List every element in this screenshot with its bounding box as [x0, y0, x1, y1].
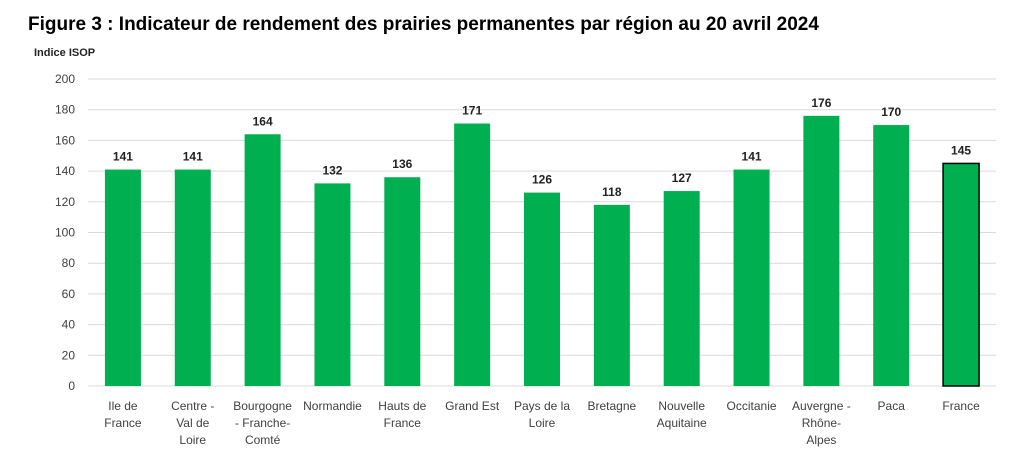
chart-title: Figure 3 : Indicateur de rendement des p… [28, 14, 819, 35]
y-tick-label: 40 [62, 318, 76, 332]
data-label: 141 [183, 150, 203, 164]
y-tick-label: 0 [68, 379, 75, 393]
x-tick-label: Centre -Val de Loire [171, 399, 214, 447]
data-label: 145 [951, 143, 971, 157]
y-tick-label: 60 [62, 287, 76, 301]
data-label: 127 [672, 171, 692, 185]
bar [733, 169, 770, 386]
bar [803, 115, 840, 386]
bar [873, 125, 910, 387]
data-label: 176 [811, 96, 831, 110]
bars [104, 115, 980, 387]
data-label: 126 [532, 173, 552, 187]
y-tick-label: 140 [55, 164, 75, 178]
data-label: 136 [392, 157, 412, 171]
x-tick-label: Occitanie [727, 399, 777, 413]
bar [104, 169, 141, 386]
x-tick-label: Pays de la Loire [514, 399, 570, 430]
y-tick-label: 120 [55, 195, 75, 209]
x-tick-label: Auvergne -Rhône-Alpes [792, 399, 851, 447]
x-tick-label: Nouvelle Aquitaine [657, 399, 707, 430]
data-label: 171 [462, 104, 482, 118]
y-axis-ticks: 0 20 40 60 80 100 120 140 160 180 200 [55, 72, 75, 393]
data-label: 132 [322, 163, 342, 177]
bar [174, 169, 211, 386]
bar [384, 177, 421, 386]
x-axis-ticks: Ile de France Centre -Val de Loire Bourgogne… [104, 399, 980, 447]
x-tick-label: Bourgogne - Franche-Comté [233, 399, 292, 447]
bar [663, 191, 700, 386]
bar [314, 183, 351, 386]
x-tick-label: Paca [878, 399, 906, 413]
y-tick-label: 200 [55, 72, 75, 86]
gridlines [88, 78, 996, 387]
data-label: 141 [742, 150, 762, 164]
data-labels: 141 141 164 132 136 171 126 118 127 141 176 170 145 [113, 96, 972, 199]
bar [454, 123, 491, 386]
bar [942, 162, 980, 387]
data-label: 141 [113, 150, 133, 164]
data-label: 118 [602, 185, 622, 199]
x-tick-label: France [942, 399, 980, 413]
x-tick-label: Grand Est [445, 399, 500, 413]
x-tick-label: Ile de France [104, 399, 142, 430]
bar [593, 204, 630, 386]
y-axis-title: Indice ISOP [34, 47, 96, 59]
data-label: 170 [881, 105, 901, 119]
x-tick-label: Normandie [303, 399, 362, 413]
data-label: 164 [253, 114, 273, 128]
x-tick-label: Hauts de France [378, 399, 426, 430]
y-tick-label: 100 [55, 226, 75, 240]
bar [244, 134, 281, 386]
y-tick-label: 20 [62, 348, 76, 362]
x-tick-label: Bretagne [587, 399, 636, 413]
y-tick-label: 160 [55, 133, 75, 147]
y-tick-label: 80 [62, 256, 76, 270]
bar [524, 192, 560, 386]
y-tick-label: 180 [55, 103, 75, 117]
